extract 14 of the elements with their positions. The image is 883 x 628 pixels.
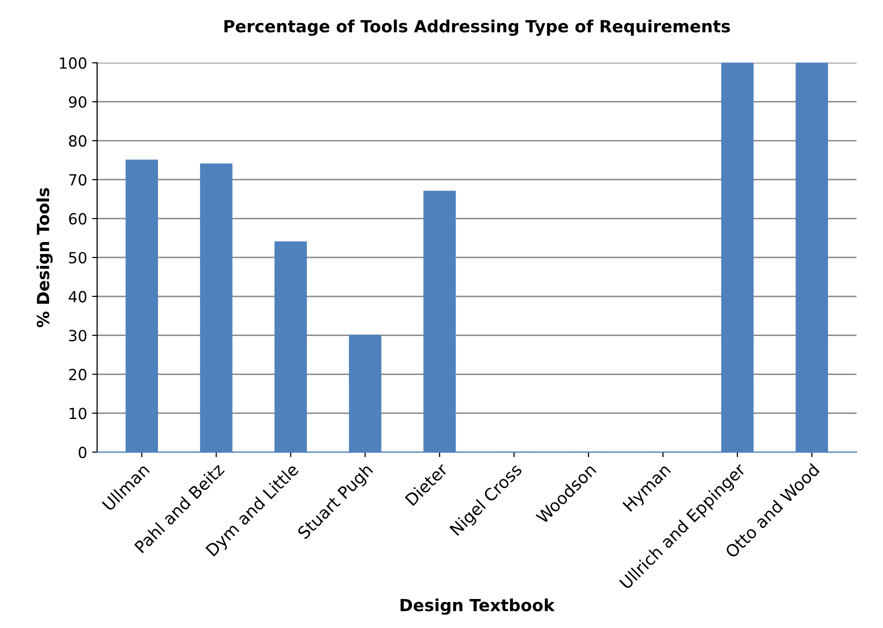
y-axis-title: % Design Tools <box>36 188 53 328</box>
y-tick-label: 90 <box>68 96 86 108</box>
y-tick-label: 10 <box>70 408 86 420</box>
y-tick-label: 70 <box>69 174 86 186</box>
chart-title: Percentage of Tools Addressing Type of Requirements <box>224 20 730 36</box>
x-axis-title: Design Textbook <box>400 598 555 615</box>
y-tick-label: 80 <box>69 135 86 147</box>
y-tick-label: 100 <box>60 57 86 69</box>
y-tick-label: 60 <box>69 213 86 225</box>
y-tick-label: 30 <box>69 330 86 342</box>
y-tick-label: 20 <box>69 368 86 380</box>
y-tick-label: 50 <box>69 252 86 264</box>
y-tick-label: 40 <box>68 290 86 302</box>
y-tick-label: 0 <box>78 446 86 458</box>
